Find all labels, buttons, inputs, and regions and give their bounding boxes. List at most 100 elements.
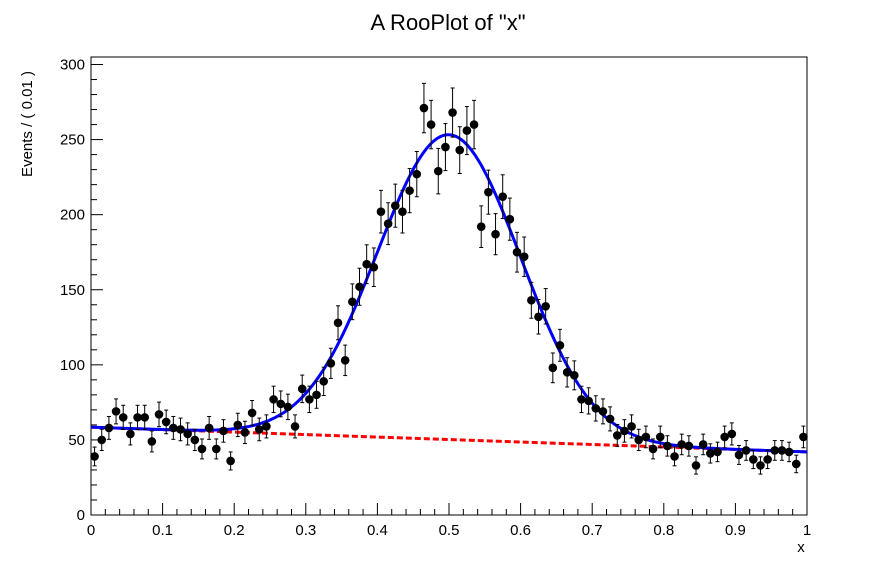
data-marker bbox=[741, 446, 751, 455]
data-point bbox=[663, 435, 672, 457]
data-point bbox=[527, 281, 536, 319]
data-marker bbox=[627, 422, 636, 431]
y-axis: 0 50 100 150 200 250 300 bbox=[60, 57, 103, 524]
data-marker bbox=[398, 207, 407, 216]
data-point bbox=[340, 344, 350, 377]
data-point bbox=[197, 438, 207, 460]
data-marker bbox=[784, 447, 794, 457]
data-point bbox=[655, 425, 665, 449]
data-point bbox=[791, 454, 801, 474]
data-marker bbox=[770, 446, 780, 455]
data-marker bbox=[591, 404, 601, 413]
data-marker bbox=[541, 301, 550, 311]
data-point bbox=[297, 374, 307, 404]
data-point bbox=[254, 417, 264, 442]
data-point bbox=[498, 174, 508, 220]
data-marker bbox=[226, 456, 235, 466]
data-point bbox=[247, 400, 257, 426]
data-point bbox=[133, 404, 142, 431]
data-marker bbox=[562, 368, 572, 377]
data-marker bbox=[727, 429, 737, 439]
data-marker bbox=[441, 142, 450, 152]
data-point bbox=[376, 189, 386, 234]
data-marker bbox=[527, 295, 536, 305]
data-point bbox=[448, 87, 457, 138]
data-marker bbox=[197, 444, 207, 454]
data-point bbox=[784, 441, 794, 463]
data-point bbox=[398, 189, 407, 234]
data-marker bbox=[426, 120, 436, 129]
y-tick-label: 250 bbox=[60, 132, 85, 149]
data-marker bbox=[476, 222, 486, 231]
data-marker bbox=[154, 410, 164, 419]
data-marker bbox=[376, 207, 386, 216]
data-marker bbox=[326, 359, 336, 368]
data-point bbox=[584, 387, 593, 415]
data-marker bbox=[362, 259, 371, 269]
data-point bbox=[641, 425, 651, 449]
data-point bbox=[283, 393, 293, 421]
data-point bbox=[749, 449, 758, 470]
data-marker bbox=[297, 384, 307, 394]
data-point bbox=[455, 126, 465, 175]
data-point bbox=[777, 440, 787, 461]
data-marker bbox=[290, 422, 300, 431]
data-point bbox=[720, 425, 729, 449]
data-marker bbox=[433, 166, 443, 176]
data-marker bbox=[677, 440, 686, 449]
data-point bbox=[505, 197, 515, 241]
data-point bbox=[190, 428, 200, 452]
data-point bbox=[598, 398, 608, 425]
data-marker bbox=[276, 399, 286, 409]
plot-area bbox=[90, 56, 808, 516]
data-marker bbox=[262, 422, 271, 431]
data-point bbox=[684, 435, 694, 457]
data-marker bbox=[90, 452, 99, 461]
data-point bbox=[476, 205, 486, 248]
data-marker bbox=[684, 441, 694, 451]
data-point bbox=[383, 202, 393, 246]
data-point bbox=[555, 328, 565, 362]
data-point bbox=[326, 347, 336, 379]
data-point bbox=[355, 267, 364, 306]
data-point bbox=[570, 360, 579, 391]
data-marker bbox=[548, 363, 558, 373]
data-marker bbox=[247, 408, 257, 418]
data-point bbox=[627, 414, 636, 439]
data-point bbox=[534, 299, 543, 335]
data-marker bbox=[391, 201, 400, 210]
data-marker bbox=[219, 426, 228, 436]
data-marker bbox=[140, 413, 149, 422]
data-point bbox=[161, 409, 171, 435]
data-point bbox=[462, 106, 472, 156]
y-tick-label: 300 bbox=[60, 57, 85, 74]
data-point bbox=[154, 401, 164, 428]
data-marker bbox=[383, 219, 393, 228]
data-marker bbox=[254, 425, 264, 434]
data-marker bbox=[176, 425, 185, 434]
data-point bbox=[262, 414, 271, 439]
data-point bbox=[698, 433, 708, 456]
data-point bbox=[362, 244, 371, 285]
data-marker bbox=[663, 441, 672, 451]
data-point bbox=[212, 438, 221, 460]
data-marker bbox=[670, 452, 679, 461]
data-marker bbox=[369, 262, 379, 272]
data-point bbox=[147, 430, 157, 453]
data-marker bbox=[448, 108, 457, 117]
data-marker bbox=[111, 407, 121, 416]
data-marker bbox=[405, 186, 414, 195]
data-point bbox=[219, 419, 228, 443]
data-marker bbox=[104, 423, 114, 433]
data-marker bbox=[355, 282, 364, 292]
data-marker bbox=[598, 407, 608, 416]
data-point bbox=[140, 404, 149, 431]
data-marker bbox=[491, 229, 500, 239]
data-point bbox=[734, 444, 744, 465]
data-point bbox=[441, 123, 450, 172]
data-point bbox=[391, 183, 400, 228]
data-marker bbox=[577, 395, 586, 404]
data-point bbox=[333, 305, 343, 341]
data-marker bbox=[691, 461, 701, 470]
data-point bbox=[706, 443, 715, 464]
